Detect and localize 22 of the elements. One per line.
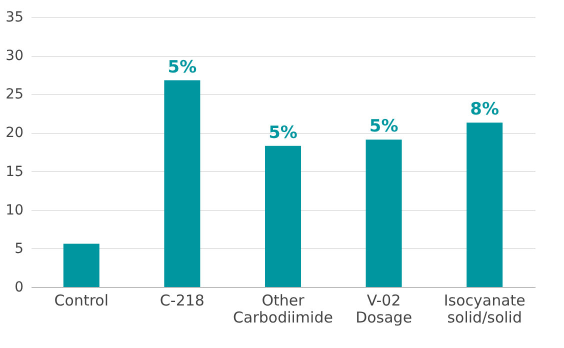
x-tick-label: Other Carbodiimide [233, 292, 333, 326]
y-tick-label: 15 [6, 164, 24, 180]
annotation: 5% [168, 57, 197, 78]
bar [466, 122, 503, 287]
bar [63, 244, 100, 287]
annotation: 5% [268, 122, 298, 143]
y-tick-label: 10 [6, 202, 24, 218]
x-tick-label: C-218 [160, 292, 204, 310]
y-tick-label: 5 [14, 240, 24, 257]
bar [265, 146, 301, 287]
x-tick-label: V-02 Dosage [356, 292, 412, 326]
y-tick-label: 0 [14, 280, 24, 296]
y-tick-label: 35 [6, 10, 24, 26]
y-tick-label: 25 [6, 86, 24, 103]
bar [366, 140, 402, 287]
y-tick-label: 20 [6, 125, 24, 142]
bar [164, 80, 200, 287]
annotation: 5% [369, 116, 398, 137]
x-tick-label: Isocyanate solid/solid [444, 292, 526, 326]
y-tick-label: 30 [6, 48, 24, 64]
x-tick-label: Control [54, 292, 109, 310]
annotation: 8% [470, 100, 500, 120]
